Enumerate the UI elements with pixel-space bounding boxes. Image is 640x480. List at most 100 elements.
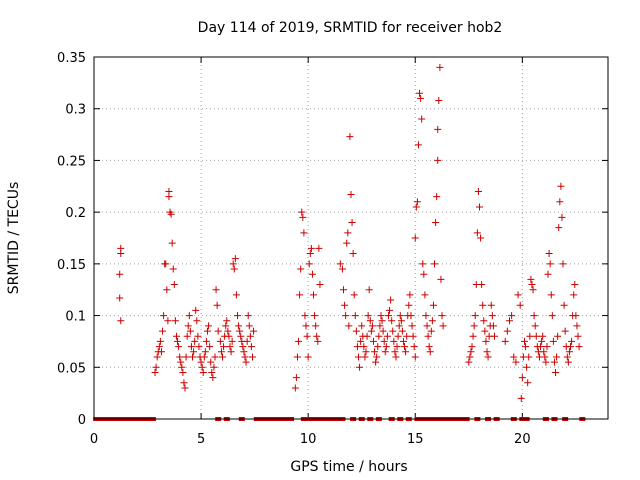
data-point (574, 332, 582, 340)
data-point (297, 265, 305, 273)
data-point (416, 89, 424, 97)
data-point (181, 384, 189, 392)
data-point (177, 358, 185, 366)
data-point (382, 343, 390, 351)
data-point (228, 337, 236, 345)
data-point (230, 265, 238, 273)
data-point (214, 327, 222, 335)
data-point (156, 337, 164, 345)
data-point (391, 348, 399, 356)
data-point (231, 255, 239, 263)
data-point (362, 348, 370, 356)
data-point (190, 348, 198, 356)
data-point (310, 291, 318, 299)
data-point (554, 332, 562, 340)
data-point (434, 125, 442, 133)
data-point (189, 353, 197, 361)
data-point (240, 348, 248, 356)
data-point (151, 368, 159, 376)
data-point (516, 301, 524, 309)
data-point (348, 218, 356, 226)
data-point (164, 317, 172, 325)
data-point (192, 306, 200, 314)
data-point (340, 286, 348, 294)
data-point (419, 260, 427, 268)
data-point (545, 250, 553, 258)
data-point (401, 343, 409, 351)
data-point (168, 239, 176, 247)
data-point (354, 353, 362, 361)
data-point (393, 343, 401, 351)
data-point (176, 353, 184, 361)
data-point (434, 156, 442, 164)
data-point (242, 358, 250, 366)
data-point (358, 322, 366, 330)
data-point (338, 265, 346, 273)
data-point (510, 353, 518, 361)
data-point (395, 322, 403, 330)
data-point (514, 291, 522, 299)
y-axis-label: SRMTID / TECUs (6, 182, 22, 295)
data-point (311, 312, 319, 320)
data-point (244, 312, 252, 320)
data-point (539, 332, 547, 340)
data-point (522, 343, 530, 351)
data-point (350, 291, 358, 299)
data-point (171, 317, 179, 325)
data-point (184, 322, 192, 330)
data-point (524, 379, 532, 387)
data-point (563, 353, 571, 361)
data-point (298, 208, 306, 216)
data-point (368, 322, 376, 330)
data-point (399, 337, 407, 345)
data-point (418, 115, 426, 123)
data-point (541, 353, 549, 361)
y-tick-label: 0.25 (57, 154, 86, 169)
data-point (341, 301, 349, 309)
data-point (174, 337, 182, 345)
data-point (373, 353, 381, 361)
data-point (381, 348, 389, 356)
plot-frame (93, 56, 609, 420)
data-point (402, 348, 410, 356)
data-point (555, 224, 563, 232)
data-point (225, 332, 233, 340)
data-point (572, 312, 580, 320)
data-point (375, 332, 383, 340)
data-point (389, 327, 397, 335)
data-point (212, 286, 220, 294)
data-point (548, 312, 556, 320)
data-point (205, 322, 213, 330)
data-point (420, 270, 428, 278)
data-point (292, 374, 300, 382)
data-point (425, 343, 433, 351)
data-point (380, 337, 388, 345)
data-point (379, 327, 387, 335)
data-point (481, 327, 489, 335)
data-point (116, 270, 124, 278)
data-point (517, 394, 525, 402)
data-point (209, 374, 217, 382)
data-point (556, 198, 564, 206)
data-point (169, 265, 177, 273)
data-point (565, 348, 573, 356)
data-point (508, 312, 516, 320)
data-point (405, 301, 413, 309)
data-point (213, 301, 221, 309)
data-point (308, 270, 316, 278)
data-point (412, 203, 420, 211)
data-point (117, 317, 125, 325)
data-point (210, 363, 218, 371)
data-point (193, 317, 201, 325)
data-point (186, 327, 194, 335)
data-point (489, 322, 497, 330)
data-point (411, 234, 419, 242)
data-point (505, 317, 513, 325)
data-point (411, 353, 419, 361)
data-point (363, 332, 371, 340)
data-point (345, 322, 353, 330)
y-tick-label: 0.05 (57, 361, 86, 376)
data-point (482, 337, 490, 345)
data-point (223, 317, 231, 325)
data-point (199, 368, 207, 376)
